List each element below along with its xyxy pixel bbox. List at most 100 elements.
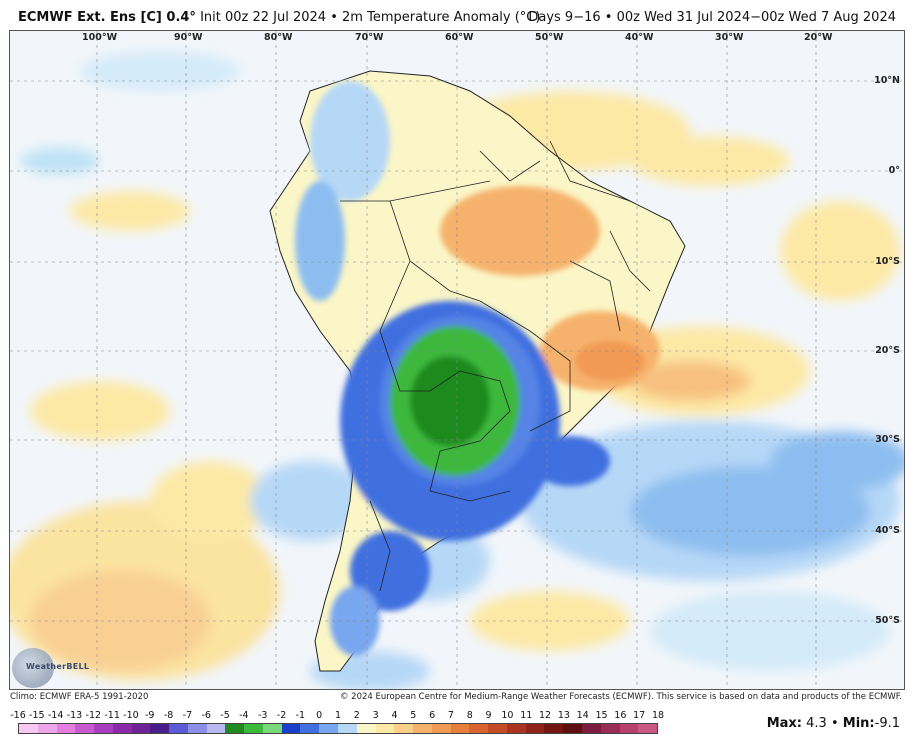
- lon-label-30w: 30°W: [715, 32, 744, 43]
- lat-label-20s: 20°S: [875, 345, 900, 356]
- colorbar-swatch: [488, 724, 507, 733]
- colorbar-swatch: [338, 724, 357, 733]
- lon-label-90w: 90°W: [174, 32, 203, 43]
- colorbar-tick-label: -2: [276, 710, 287, 721]
- colorbar-swatch: [319, 724, 339, 733]
- lat-label-30s: 30°S: [875, 434, 900, 445]
- colorbar-swatch: [581, 724, 601, 733]
- valid-period: Days 9−16 • 00z Wed 31 Jul 2024−00z Wed …: [528, 10, 896, 25]
- land-anomalies: [295, 81, 660, 656]
- colorbar-tick-label: -7: [182, 710, 193, 721]
- colorbar-swatch: [506, 724, 526, 733]
- colorbar-swatch: [19, 724, 38, 733]
- map-graphic: [10, 31, 904, 689]
- colorbar-swatch: [225, 724, 245, 733]
- colorbar-tick-label: -8: [163, 710, 174, 721]
- min-label: Min:: [842, 716, 875, 731]
- lat-label-0: 0°: [888, 165, 900, 176]
- min-value: -9.1: [874, 716, 900, 731]
- colorbar-tick-label: 13: [557, 710, 570, 721]
- colorbar-swatch: [563, 724, 582, 733]
- colorbar: [18, 723, 658, 734]
- colorbar-swatch: [356, 724, 376, 733]
- colorbar-tick-label: 11: [520, 710, 533, 721]
- colorbar-tick-label: 12: [539, 710, 552, 721]
- country-borders: [340, 140, 651, 592]
- colorbar-swatch: [413, 724, 432, 733]
- colorbar-tick-label: 6: [429, 710, 436, 721]
- colorbar-tick-label: 10: [501, 710, 514, 721]
- colorbar-swatch: [131, 724, 151, 733]
- colorbar-swatch: [544, 724, 564, 733]
- colorbar-tick-label: -15: [29, 710, 45, 721]
- lat-label-50s: 50°S: [875, 615, 900, 626]
- header: ECMWF Ext. Ens [C] 0.4° Init 00z 22 Jul …: [0, 0, 914, 30]
- colorbar-tick-label: -11: [104, 710, 120, 721]
- ocean-anomalies: [10, 51, 904, 689]
- map-title: ECMWF Ext. Ens [C] 0.4° Init 00z 22 Jul …: [18, 10, 540, 25]
- max-value: 4.3: [806, 716, 827, 731]
- lon-label-50w: 50°W: [535, 32, 564, 43]
- lon-label-20w: 20°W: [804, 32, 833, 43]
- lon-label-80w: 80°W: [264, 32, 293, 43]
- colorbar-tick-label: 3: [372, 710, 379, 721]
- colorbar-swatch: [619, 724, 639, 733]
- colorbar-tick-label: 7: [447, 710, 454, 721]
- colorbar-tick-label: -6: [201, 710, 211, 721]
- colorbar-swatch: [525, 724, 545, 733]
- lat-label-10s: 10°S: [875, 256, 900, 267]
- climo-note: Climo: ECMWF ERA-5 1991-2020: [10, 692, 149, 702]
- colorbar-tick-label: -4: [239, 710, 249, 721]
- colorbar-swatch: [375, 724, 395, 733]
- colorbar-tick-label: 2: [353, 710, 360, 721]
- lat-label-40s: 40°S: [875, 525, 900, 536]
- colorbar-tick-label: 15: [595, 710, 608, 721]
- colorbar-swatch: [187, 724, 207, 733]
- colorbar-tick-label: 17: [633, 710, 646, 721]
- weatherbell-logo-text: WeatherBELL: [26, 662, 90, 671]
- colorbar-swatch: [94, 724, 113, 733]
- model-name: ECMWF Ext. Ens [C] 0.4°: [18, 10, 196, 25]
- lon-label-100w: 100°W: [82, 32, 118, 43]
- colorbar-tick-label: -13: [66, 710, 83, 721]
- colorbar-tick-label: 0: [316, 710, 323, 721]
- colorbar-tick-label: -10: [123, 710, 139, 721]
- colorbar-swatch: [56, 724, 76, 733]
- colorbar-swatch: [112, 724, 132, 733]
- colorbar-tick-label: -1: [295, 710, 306, 721]
- colorbar-tick-label: -12: [85, 710, 102, 721]
- colorbar-swatch: [600, 724, 620, 733]
- colorbar-tick-label: -5: [220, 710, 230, 721]
- weatherbell-logo: [12, 648, 54, 688]
- max-min-readout: Max: 4.3 • Min:-9.1: [767, 716, 900, 731]
- colorbar-swatch: [281, 724, 301, 733]
- colorbar-tick-labels: -16 -15 -14 -13 -12 -11 -10 -9 -8 -7 -6 -5 -4 -3 -2 -1 0…: [10, 710, 664, 722]
- colorbar-tick-label: 4: [391, 710, 398, 721]
- colorbar-tick-label: 18: [651, 710, 665, 721]
- colorbar-swatch: [262, 724, 282, 733]
- field-name: 2m Temperature Anomaly (°C): [342, 10, 541, 25]
- title-separator: •: [330, 10, 338, 25]
- colorbar-swatch: [75, 724, 95, 733]
- colorbar-swatch: [150, 724, 170, 733]
- colorbar-tick-label: 5: [410, 710, 417, 721]
- colorbar-tick-label: -16: [10, 710, 26, 721]
- lat-label-10n: 10°N: [874, 75, 900, 86]
- colorbar-swatch: [169, 724, 188, 733]
- lon-label-70w: 70°W: [355, 32, 384, 43]
- colorbar-tick-label: 14: [576, 710, 589, 721]
- graticule: [10, 31, 904, 689]
- copyright-note: © 2024 European Centre for Medium-Range …: [339, 692, 902, 702]
- colorbar-tick-label: -9: [145, 710, 155, 721]
- colorbar-swatch: [206, 724, 226, 733]
- colorbar-tick-label: 1: [334, 710, 342, 721]
- colorbar-tick-label: -3: [257, 710, 268, 721]
- init-time: Init 00z 22 Jul 2024: [200, 10, 327, 25]
- max-min-separator: •: [830, 716, 839, 731]
- colorbar-swatch: [469, 724, 489, 733]
- colorbar-tick-label: 16: [614, 710, 627, 721]
- colorbar-swatch: [394, 724, 414, 733]
- colorbar-swatch: [431, 724, 451, 733]
- colorbar-swatch: [450, 724, 470, 733]
- lon-label-60w: 60°W: [445, 32, 474, 43]
